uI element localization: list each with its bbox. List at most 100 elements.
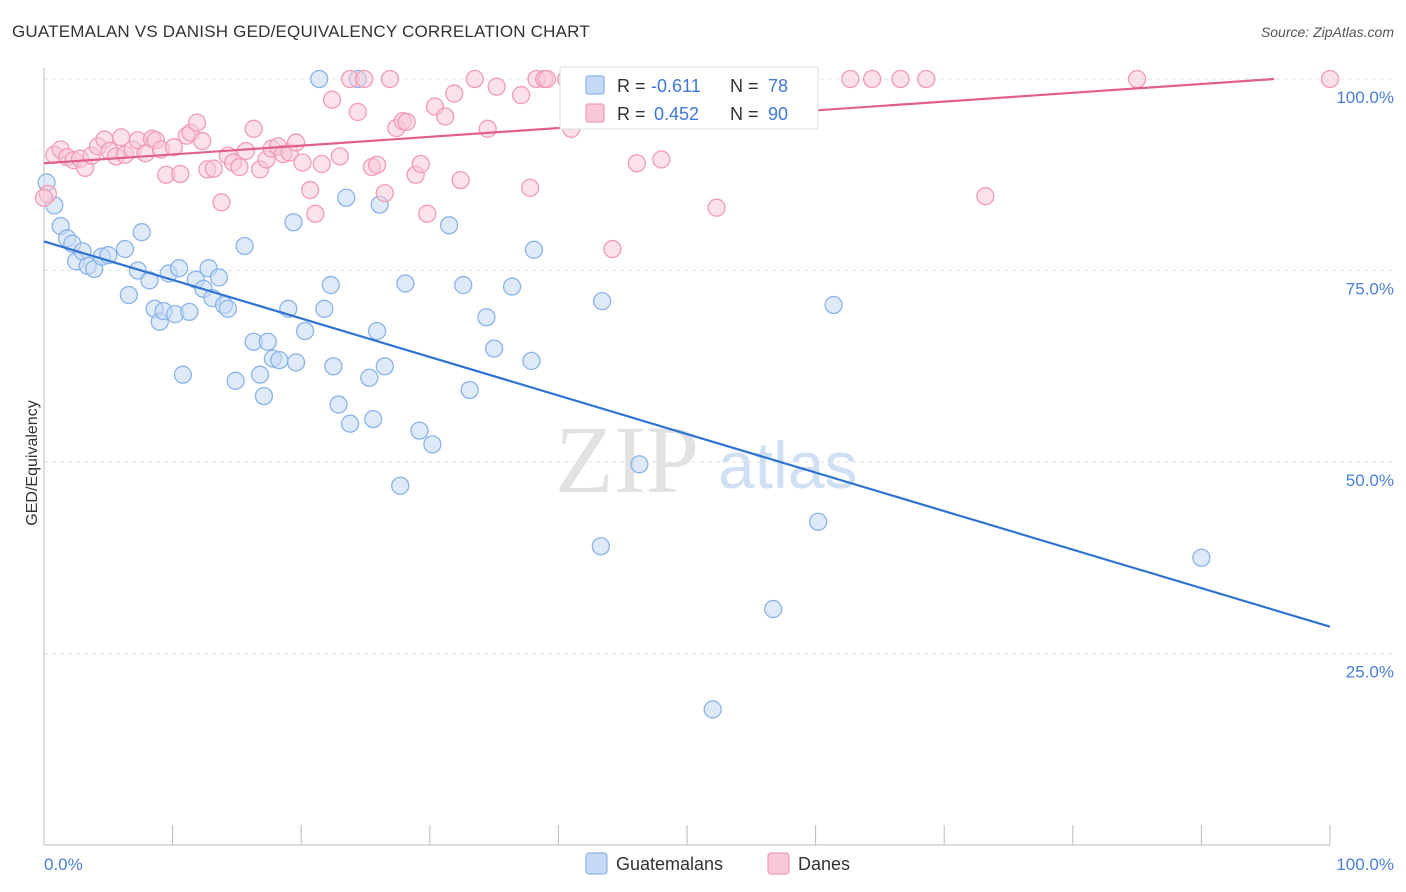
legend-swatch-danes — [585, 103, 605, 123]
data-point — [1320, 69, 1340, 89]
data-point — [330, 147, 349, 166]
data-point — [1127, 69, 1147, 89]
data-point — [301, 180, 320, 200]
data-point — [439, 216, 459, 235]
legend-r-value: 0.452 — [654, 104, 699, 124]
data-point — [236, 141, 256, 161]
data-point — [286, 133, 306, 152]
y-tick-label: 50.0% — [1346, 471, 1394, 490]
data-point — [258, 332, 277, 351]
data-point — [703, 700, 722, 719]
x-tick-label-min: 0.0% — [44, 855, 83, 874]
data-point — [337, 188, 356, 207]
data-point — [627, 154, 646, 173]
data-point — [230, 157, 249, 177]
data-point — [891, 69, 910, 89]
series-danes — [34, 69, 1340, 259]
data-point — [284, 213, 303, 232]
data-point — [364, 409, 383, 429]
data-point — [652, 150, 671, 169]
data-point — [809, 512, 828, 531]
data-point — [315, 299, 334, 318]
data-point — [173, 365, 193, 384]
data-point — [487, 77, 506, 96]
data-point — [180, 302, 199, 322]
data-point — [454, 275, 473, 295]
bottom-legend: Guatemalans Danes — [585, 852, 850, 875]
data-point — [164, 138, 184, 157]
data-point — [235, 236, 254, 256]
data-point — [226, 371, 245, 390]
legend-r-label: R = — [617, 104, 646, 124]
data-point — [348, 102, 367, 122]
data-point — [445, 84, 464, 103]
data-point — [707, 198, 726, 217]
data-point — [209, 268, 229, 287]
legend-n-label: N = — [730, 104, 759, 124]
data-point — [477, 308, 496, 327]
legend-r-label: R = — [617, 76, 646, 96]
data-point — [286, 353, 306, 372]
data-point — [204, 159, 223, 178]
data-point — [396, 274, 415, 293]
data-point — [306, 204, 325, 223]
data-point — [367, 321, 387, 341]
bottom-legend-swatch-guatemalans — [585, 852, 608, 875]
legend-n-value: 90 — [768, 104, 788, 124]
data-point — [322, 90, 342, 109]
data-point — [824, 295, 843, 315]
legend-swatch-guatemalans — [585, 75, 605, 95]
data-point — [295, 321, 315, 341]
data-point — [270, 350, 289, 370]
data-point — [460, 380, 479, 400]
data-point — [436, 107, 455, 126]
data-point — [367, 155, 387, 174]
y-tick-label: 100.0% — [1336, 88, 1394, 107]
data-point — [171, 164, 190, 184]
data-point — [119, 285, 139, 305]
data-point — [254, 386, 274, 406]
data-point — [502, 277, 522, 296]
chart-title: GUATEMALAN VS DANISH GED/EQUIVALENCY COR… — [12, 22, 590, 41]
data-point — [310, 69, 329, 89]
data-point — [312, 154, 331, 174]
data-point — [380, 69, 400, 89]
data-point — [355, 69, 374, 89]
data-point — [537, 69, 556, 89]
data-point — [1192, 548, 1211, 567]
data-point — [630, 455, 649, 474]
y-axis-label: GED/Equivalency — [24, 400, 41, 525]
data-point — [522, 351, 541, 371]
data-point — [603, 239, 622, 259]
data-point — [484, 339, 504, 358]
data-point — [524, 240, 544, 259]
data-point — [187, 113, 207, 132]
trend-line — [43, 240, 1331, 628]
data-point — [591, 537, 610, 556]
series-guatemalans — [37, 69, 1211, 719]
x-tick-label-max: 100.0% — [1336, 855, 1394, 874]
data-point — [410, 421, 429, 440]
bottom-legend-label-guatemalans: Guatemalans — [616, 854, 723, 874]
legend-n-value: 78 — [768, 76, 788, 96]
data-point — [863, 69, 882, 89]
data-point — [841, 69, 860, 89]
data-point — [212, 193, 231, 212]
data-point — [478, 119, 497, 138]
data-point — [324, 357, 343, 376]
data-point — [976, 187, 995, 206]
data-point — [360, 368, 379, 387]
data-point — [391, 476, 410, 495]
data-point — [465, 69, 484, 89]
data-point — [375, 357, 394, 376]
data-point — [451, 170, 470, 190]
bottom-legend-swatch-danes — [767, 852, 790, 875]
data-point — [293, 153, 312, 172]
data-point — [418, 204, 437, 223]
data-point — [340, 414, 360, 433]
y-tick-label: 25.0% — [1346, 663, 1394, 682]
bottom-legend-label-danes: Danes — [798, 854, 850, 874]
data-point — [193, 131, 212, 151]
legend-r-value: -0.611 — [651, 76, 701, 96]
